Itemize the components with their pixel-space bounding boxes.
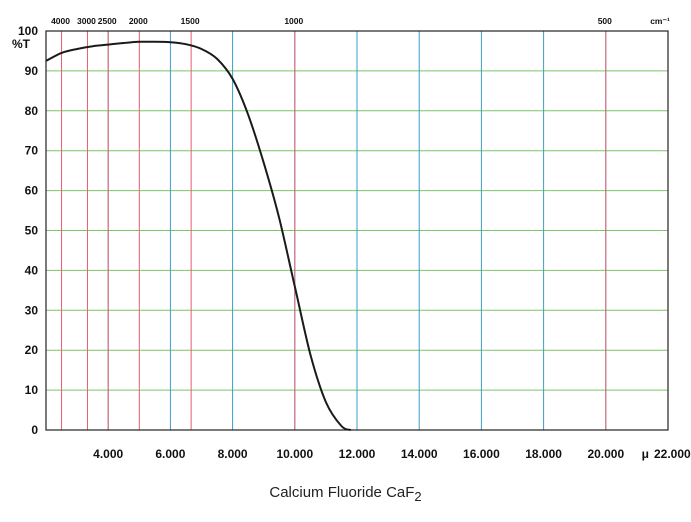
x-unit-label: μ xyxy=(642,447,649,461)
y-tick-label: 90 xyxy=(25,64,39,78)
x-tick-label: 8.000 xyxy=(218,447,248,461)
x-tick-label: 18.000 xyxy=(525,447,562,461)
y-tick-label: 20 xyxy=(25,343,39,357)
wavenumber-unit-label: cm⁻¹ xyxy=(650,16,670,26)
transmission-curve xyxy=(45,40,352,431)
wavenumber-tick-label: 2000 xyxy=(129,16,148,26)
x-tick-label: 12.000 xyxy=(339,447,376,461)
y-tick-label: 70 xyxy=(25,144,39,158)
y-tick-label: 0 xyxy=(31,423,38,437)
y-tick-label: 100 xyxy=(18,24,38,38)
wavenumber-tick-label: 1000 xyxy=(284,16,303,26)
chart-title: Calcium Fluoride CaF2 xyxy=(0,484,691,504)
y-tick-label: 30 xyxy=(25,303,39,317)
y-tick-label: 40 xyxy=(25,263,39,277)
wavenumber-tick-label: 2500 xyxy=(98,16,117,26)
chart-title-text: Calcium Fluoride CaF xyxy=(269,484,415,501)
y-tick-label: 60 xyxy=(25,184,39,198)
chart-title-subscript: 2 xyxy=(414,489,422,504)
x-tick-label: 6.000 xyxy=(155,447,185,461)
x-tick-label: 22.000 xyxy=(654,447,691,461)
x-tick-label: 16.000 xyxy=(463,447,500,461)
wavenumber-tick-label: 3000 xyxy=(77,16,96,26)
plot-frame xyxy=(45,30,669,431)
x-tick-label: 20.000 xyxy=(587,447,624,461)
x-tick-label: 14.000 xyxy=(401,447,438,461)
x-tick-label: 4.000 xyxy=(93,447,123,461)
x-tick-label: 10.000 xyxy=(276,447,313,461)
wavenumber-tick-label: 1500 xyxy=(181,16,200,26)
y-tick-label: 50 xyxy=(25,224,39,238)
y-axis-label: %T xyxy=(12,37,31,51)
wavenumber-tick-label: 500 xyxy=(598,16,612,26)
wavenumber-tick-label: 4000 xyxy=(51,16,70,26)
y-tick-label: 10 xyxy=(25,383,39,397)
y-tick-label: 80 xyxy=(25,104,39,118)
